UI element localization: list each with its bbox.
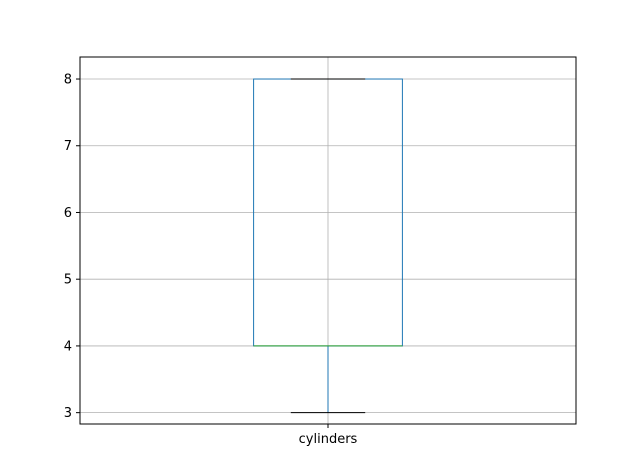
boxplot — [253, 78, 403, 414]
y-tick-label: 6 — [64, 206, 72, 221]
y-tick-label: 7 — [64, 139, 72, 154]
y-tick-label: 5 — [64, 273, 72, 288]
y-tick-label: 8 — [64, 73, 72, 88]
ticks: 3 4 5 6 7 8 cylinders — [64, 73, 358, 447]
y-tick-label: 4 — [64, 339, 72, 354]
x-tick-label: cylinders — [299, 432, 358, 447]
y-tick-label: 3 — [64, 406, 72, 421]
